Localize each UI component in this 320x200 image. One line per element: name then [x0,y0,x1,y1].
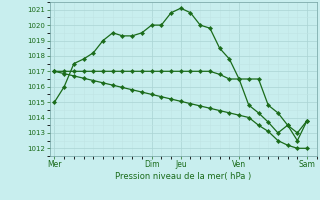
X-axis label: Pression niveau de la mer( hPa ): Pression niveau de la mer( hPa ) [115,172,251,181]
